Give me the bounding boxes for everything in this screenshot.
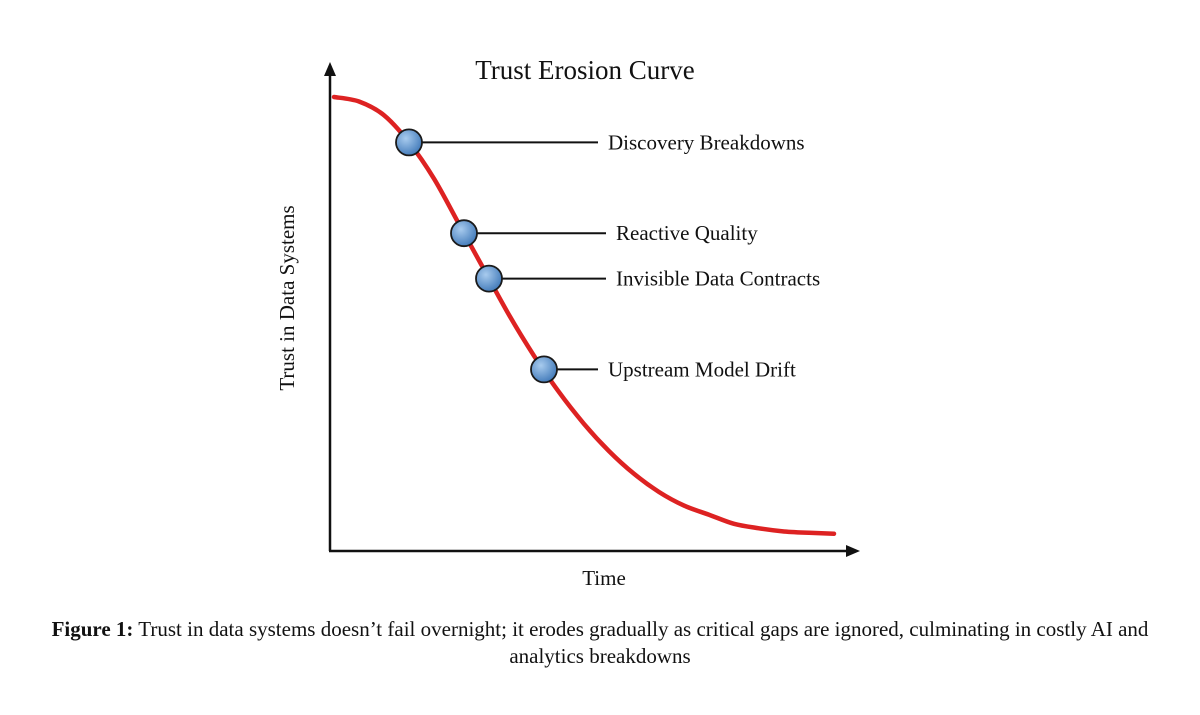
x-axis-arrow bbox=[846, 545, 860, 557]
chart-title: Trust Erosion Curve bbox=[475, 55, 695, 85]
annotation-marker bbox=[395, 128, 423, 157]
annotation-label: Invisible Data Contracts bbox=[616, 267, 820, 291]
caption-label: Figure 1: bbox=[51, 617, 134, 641]
figure-caption: Figure 1: Trust in data systems doesn’t … bbox=[40, 616, 1160, 670]
annotation-label: Discovery Breakdowns bbox=[608, 130, 805, 154]
annotation-marker bbox=[450, 219, 478, 248]
annotation-label: Reactive Quality bbox=[616, 221, 758, 245]
annotation-label: Upstream Model Drift bbox=[608, 357, 796, 381]
plot-area: Discovery Breakdowns Reactive Quality Invi… bbox=[331, 94, 837, 536]
y-axis-label: Trust in Data Systems bbox=[275, 205, 299, 390]
annotation-marker bbox=[530, 355, 558, 384]
trust-curve-line bbox=[331, 94, 837, 536]
chart: Trust Erosion Curve Trust in Data System… bbox=[275, 55, 860, 590]
y-axis-arrow bbox=[324, 62, 336, 76]
x-axis-label: Time bbox=[582, 566, 626, 590]
caption-text: Trust in data systems doesn’t fail overn… bbox=[138, 617, 1149, 668]
annotation-marker bbox=[475, 264, 503, 293]
